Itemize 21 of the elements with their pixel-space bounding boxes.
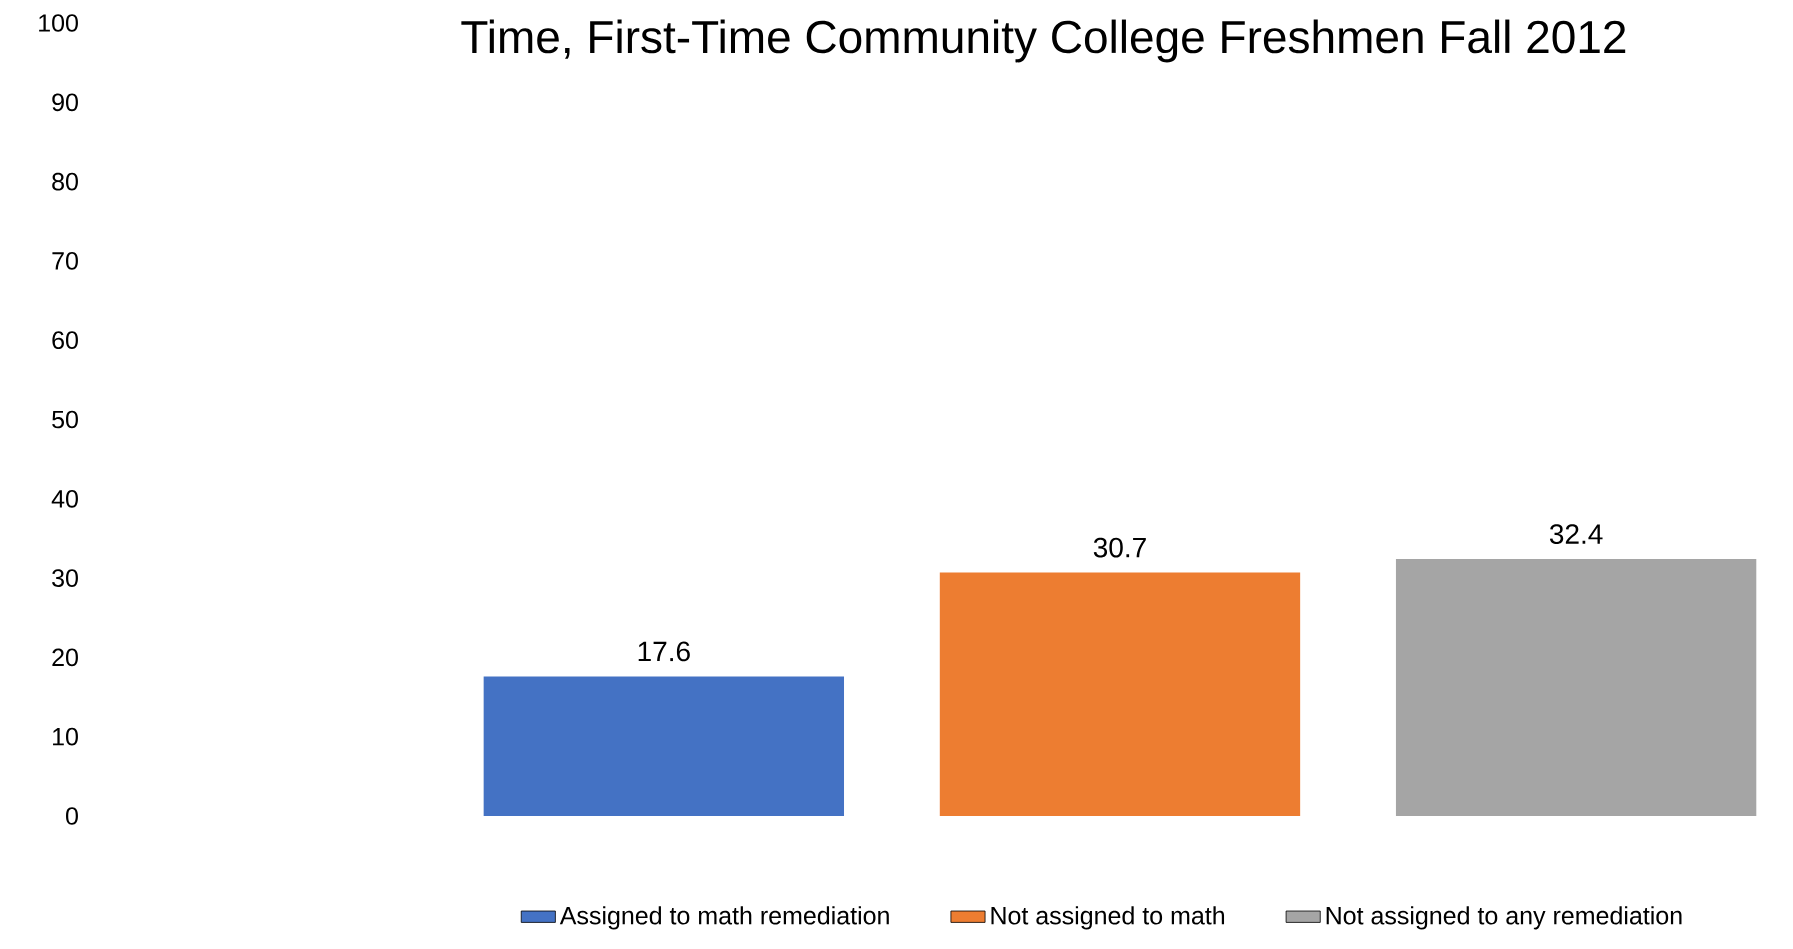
bar	[939, 572, 1301, 816]
chart-title: Time, First-Time Community College Freshmen Fall 2012	[461, 19, 1626, 63]
data-label: 17.6	[638, 641, 690, 662]
legend-label: Not assigned to any remediation	[1326, 906, 1682, 930]
data-label: 32.4	[1549, 524, 1603, 545]
bar	[1395, 559, 1757, 816]
data-label: 30.7	[1093, 537, 1146, 558]
y-tick-label: 80	[52, 172, 78, 191]
legend-label: Assigned to math remediation	[559, 906, 889, 930]
y-tick-label: 10	[53, 727, 78, 746]
y-tick-label: 60	[52, 331, 78, 350]
y-tick-label: 0	[66, 807, 78, 825]
y-tick-label: 20	[52, 648, 78, 667]
y-tick-label: 30	[52, 569, 78, 587]
y-tick-label: 50	[52, 410, 78, 429]
y-tick-label: 70	[52, 252, 78, 270]
y-tick-label: 100	[39, 14, 78, 32]
bar	[483, 676, 845, 816]
y-tick-label: 90	[52, 93, 78, 112]
legend-label: Not assigned to math	[991, 906, 1225, 930]
y-tick-label: 40	[51, 489, 78, 508]
